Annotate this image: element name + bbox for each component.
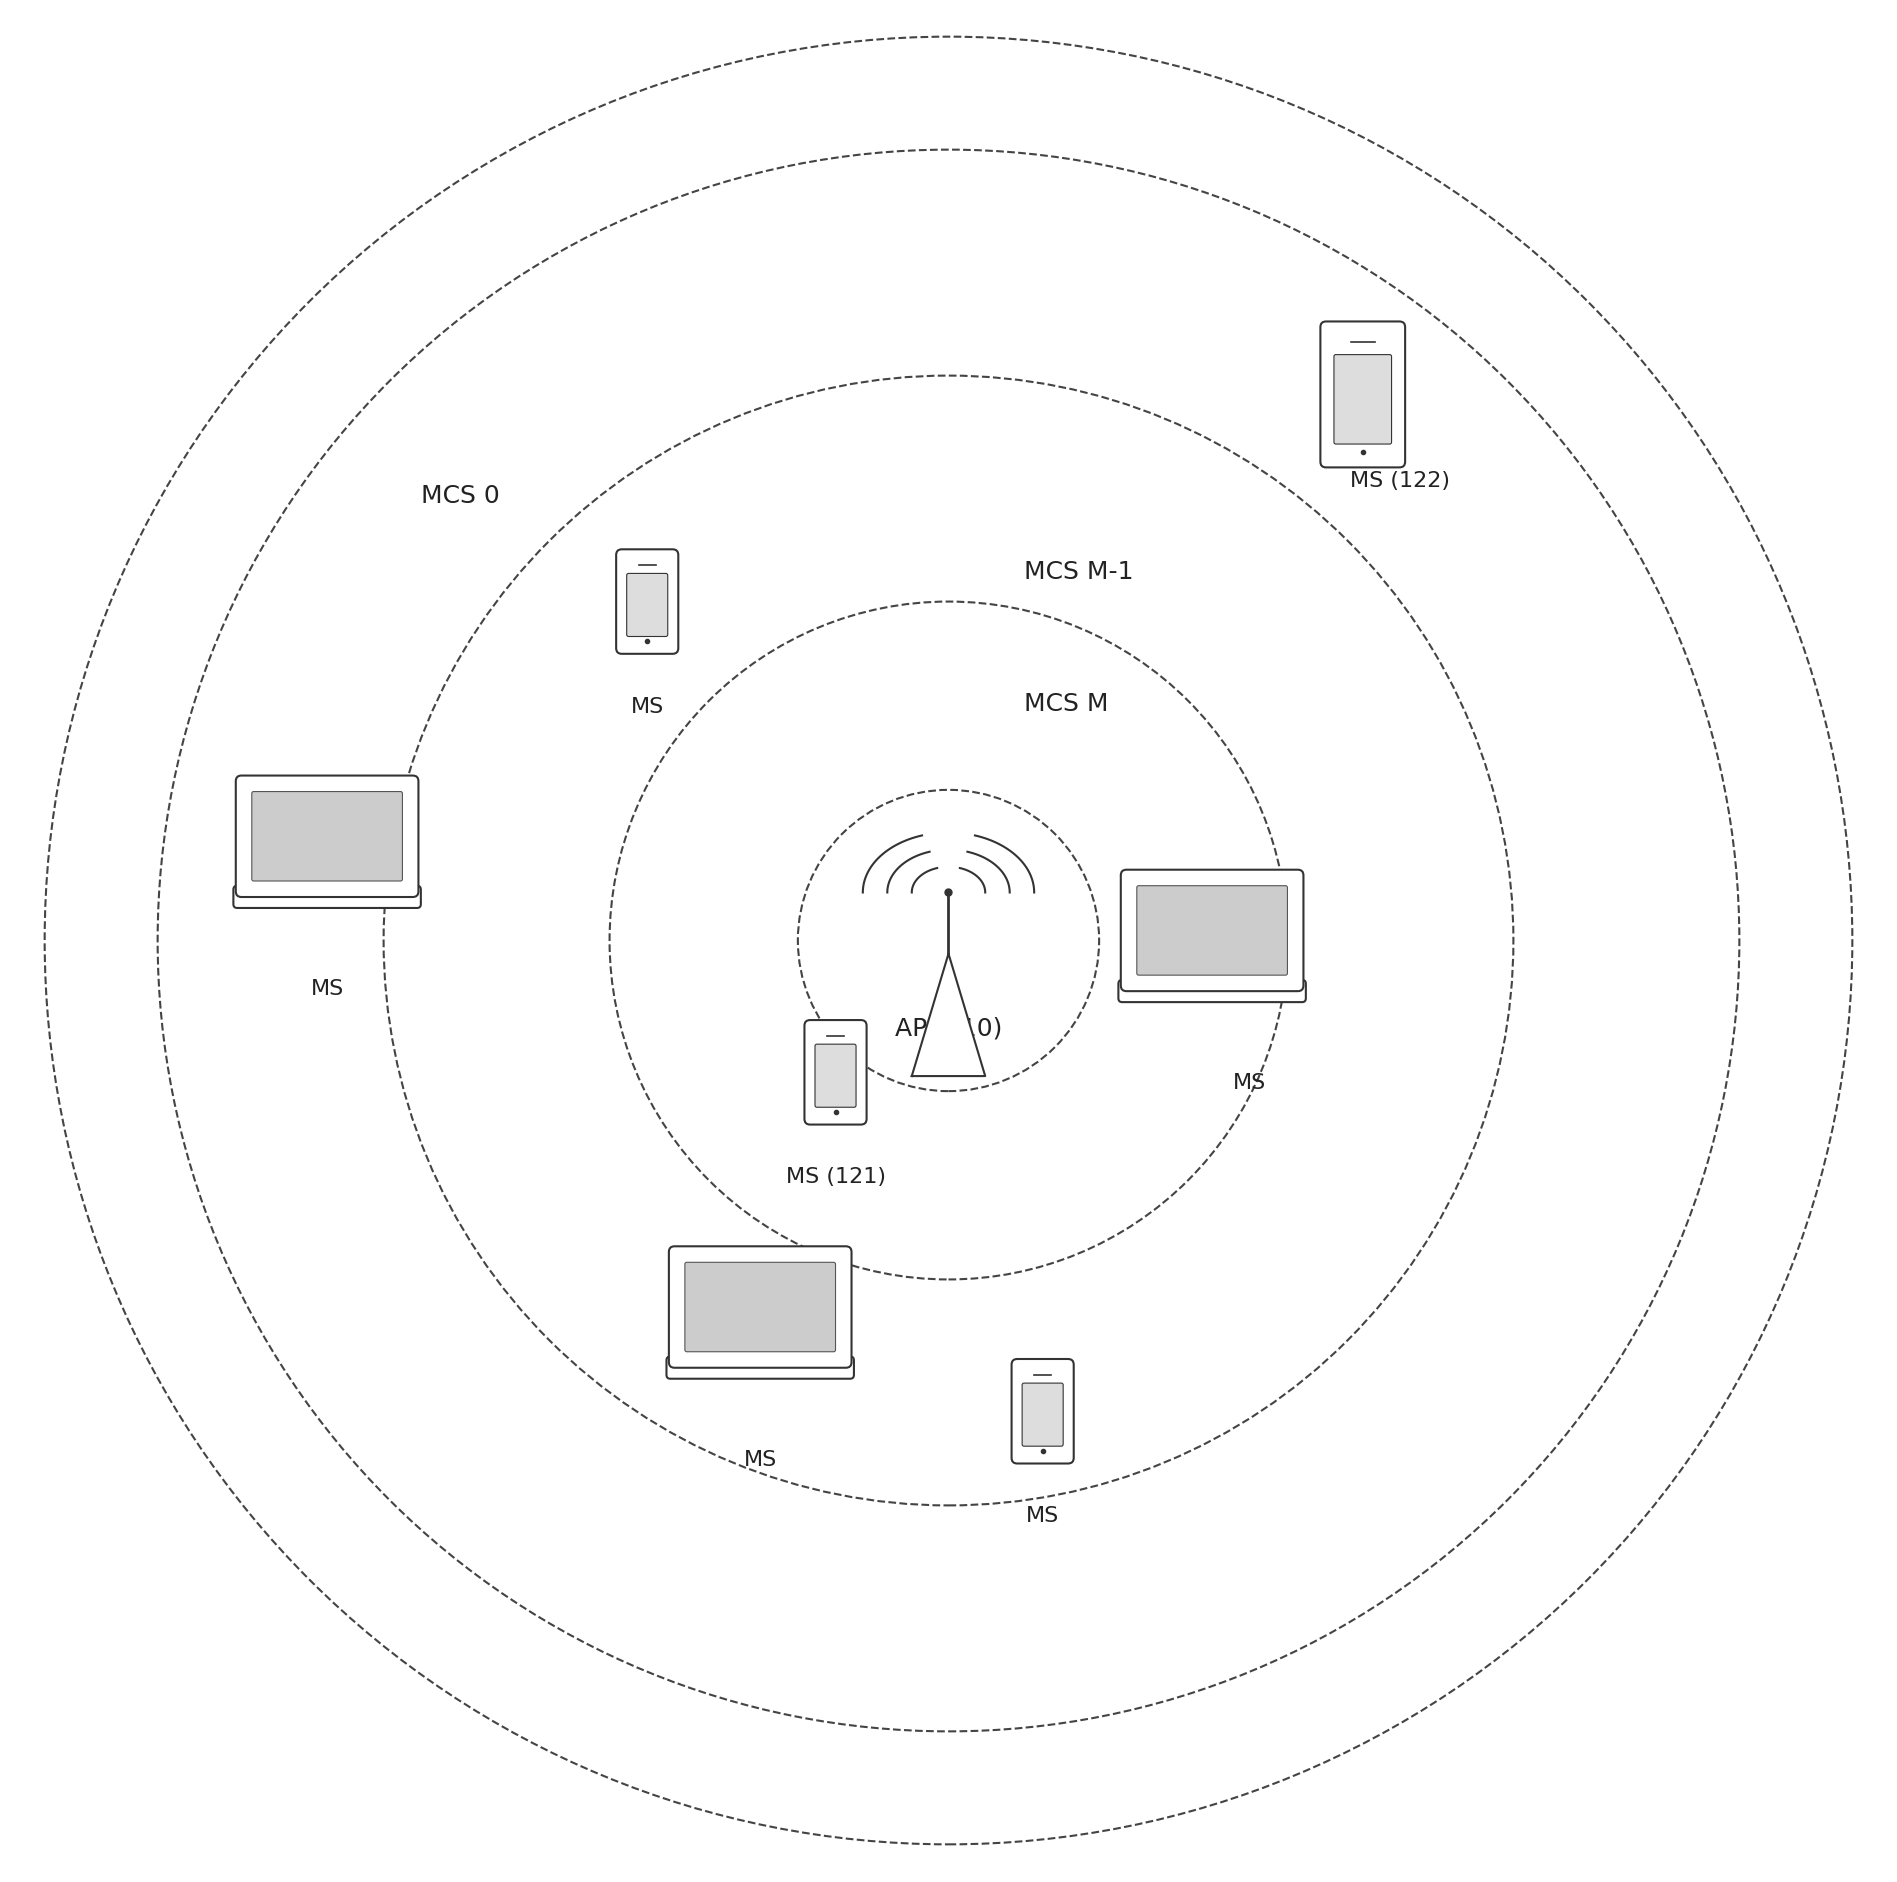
FancyBboxPatch shape <box>666 1357 854 1380</box>
FancyBboxPatch shape <box>1334 356 1392 444</box>
FancyBboxPatch shape <box>1022 1383 1062 1447</box>
FancyBboxPatch shape <box>617 550 679 655</box>
Text: MS: MS <box>744 1449 778 1470</box>
FancyBboxPatch shape <box>1121 869 1303 992</box>
FancyBboxPatch shape <box>816 1045 856 1108</box>
FancyBboxPatch shape <box>252 792 402 881</box>
FancyBboxPatch shape <box>235 775 419 898</box>
Text: MS (122): MS (122) <box>1351 470 1451 491</box>
Text: MS: MS <box>311 979 343 999</box>
Text: MS (121): MS (121) <box>785 1167 886 1188</box>
Text: MCS M: MCS M <box>1024 691 1108 715</box>
FancyBboxPatch shape <box>1119 981 1305 1003</box>
Text: MS: MS <box>1233 1073 1267 1093</box>
Text: MS: MS <box>1026 1506 1059 1526</box>
Text: MCS M-1: MCS M-1 <box>1024 559 1133 583</box>
FancyBboxPatch shape <box>670 1246 852 1368</box>
FancyBboxPatch shape <box>1011 1359 1074 1464</box>
Polygon shape <box>912 954 985 1077</box>
Text: ...: ... <box>647 593 675 621</box>
Text: MCS 0: MCS 0 <box>421 484 501 508</box>
FancyBboxPatch shape <box>626 574 668 638</box>
Text: MS: MS <box>630 696 664 717</box>
FancyBboxPatch shape <box>1136 886 1288 975</box>
FancyBboxPatch shape <box>233 886 421 909</box>
FancyBboxPatch shape <box>685 1263 835 1351</box>
FancyBboxPatch shape <box>804 1020 867 1125</box>
FancyBboxPatch shape <box>1320 322 1406 469</box>
Text: AP (110): AP (110) <box>895 1016 1002 1041</box>
